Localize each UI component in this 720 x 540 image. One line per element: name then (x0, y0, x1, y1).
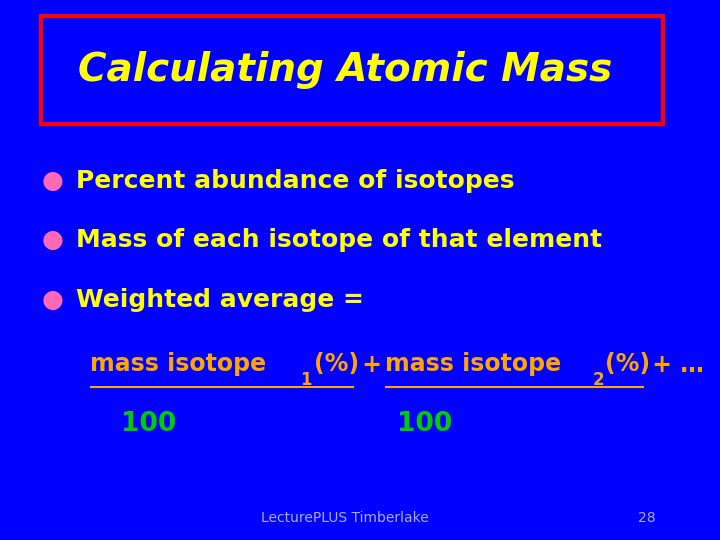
Text: + …: + … (644, 353, 704, 376)
Text: 28: 28 (639, 511, 656, 525)
Text: mass isotope: mass isotope (90, 353, 266, 376)
Text: ●: ● (42, 228, 63, 252)
Text: 100: 100 (121, 411, 176, 437)
Text: Percent abundance of isotopes: Percent abundance of isotopes (76, 169, 515, 193)
Text: (%): (%) (314, 353, 359, 376)
Text: 100: 100 (397, 411, 452, 437)
Text: ●: ● (42, 288, 63, 312)
Text: +: + (354, 353, 390, 376)
Text: (%): (%) (605, 353, 650, 376)
Text: LecturePLUS Timberlake: LecturePLUS Timberlake (261, 511, 429, 525)
FancyBboxPatch shape (42, 16, 663, 124)
Text: mass isotope: mass isotope (385, 353, 562, 376)
Text: Calculating Atomic Mass: Calculating Atomic Mass (78, 51, 613, 89)
Text: 2: 2 (593, 370, 604, 389)
Text: ●: ● (42, 169, 63, 193)
Text: Weighted average =: Weighted average = (76, 288, 372, 312)
Text: 1: 1 (300, 370, 312, 389)
Text: Mass of each isotope of that element: Mass of each isotope of that element (76, 228, 602, 252)
